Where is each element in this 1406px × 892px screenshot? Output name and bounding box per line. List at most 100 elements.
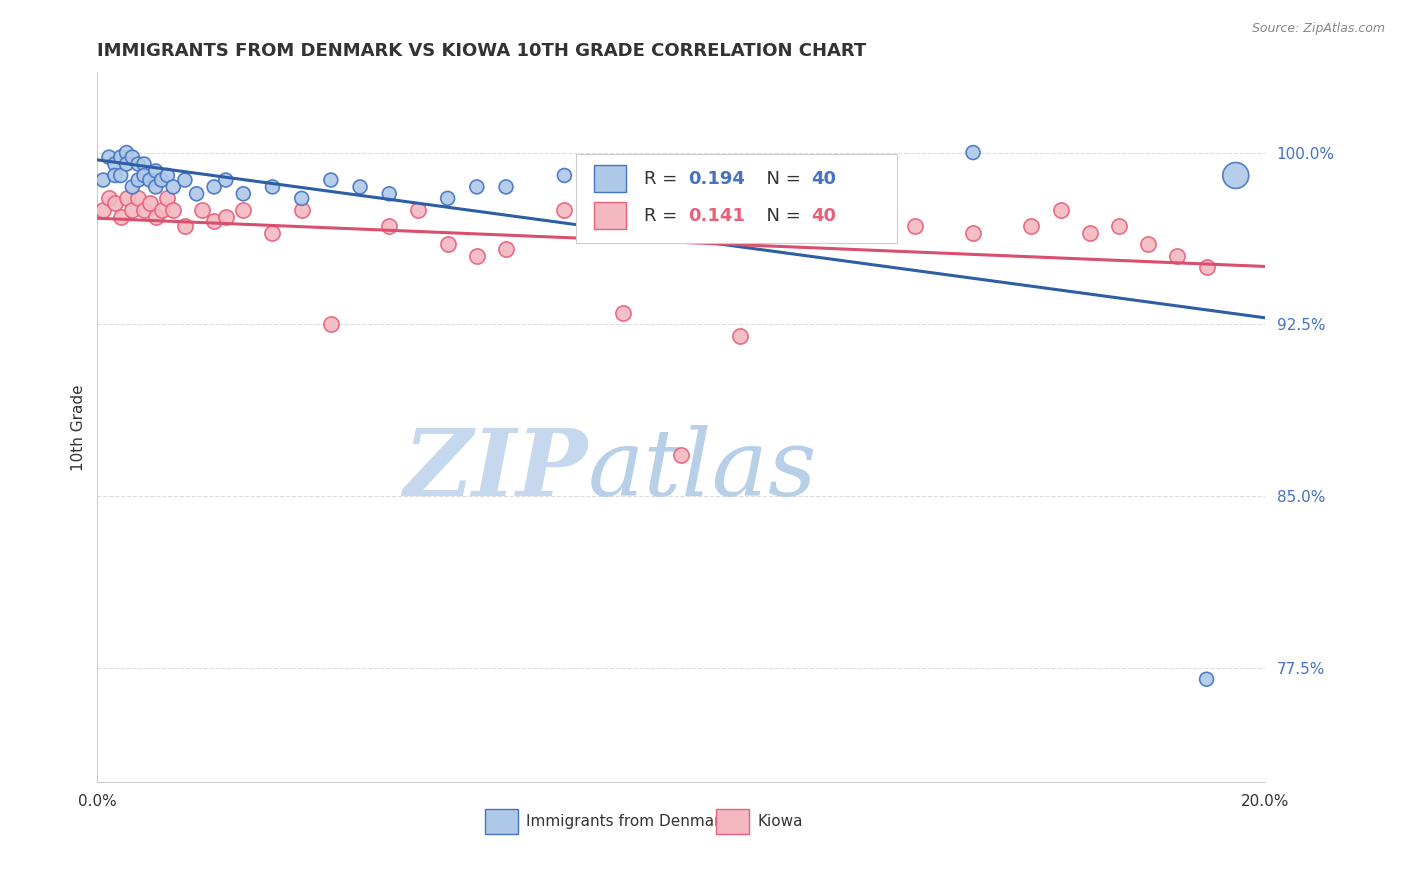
Point xyxy=(215,210,238,224)
Point xyxy=(132,169,155,183)
Point xyxy=(436,237,458,252)
Point xyxy=(110,210,132,224)
Text: 40: 40 xyxy=(811,207,835,225)
Point xyxy=(121,180,143,194)
Text: ZIP: ZIP xyxy=(404,425,588,515)
Point xyxy=(139,196,162,211)
Point xyxy=(115,191,138,205)
Point xyxy=(98,191,121,205)
Point xyxy=(121,202,143,217)
Point xyxy=(145,180,167,194)
Point xyxy=(262,226,284,240)
Point xyxy=(378,219,401,233)
Point xyxy=(758,173,780,187)
Point xyxy=(553,169,575,183)
Point xyxy=(319,173,342,187)
Point xyxy=(104,169,127,183)
Point xyxy=(349,180,371,194)
Text: 40: 40 xyxy=(811,169,835,188)
Text: 0.194: 0.194 xyxy=(688,169,745,188)
Point xyxy=(262,180,284,194)
Text: IMMIGRANTS FROM DENMARK VS KIOWA 10TH GRADE CORRELATION CHART: IMMIGRANTS FROM DENMARK VS KIOWA 10TH GR… xyxy=(97,42,866,60)
Point xyxy=(162,202,184,217)
Point xyxy=(291,202,314,217)
Point xyxy=(110,150,132,164)
Point xyxy=(728,328,751,343)
Point xyxy=(104,196,127,211)
Point xyxy=(127,173,149,187)
Point xyxy=(1225,169,1247,183)
Point xyxy=(150,202,173,217)
Text: R =: R = xyxy=(644,207,683,225)
Text: 0.141: 0.141 xyxy=(688,207,745,225)
Point xyxy=(669,448,692,462)
Point xyxy=(232,202,254,217)
Text: Source: ZipAtlas.com: Source: ZipAtlas.com xyxy=(1251,22,1385,36)
Point xyxy=(465,180,488,194)
Point xyxy=(962,145,984,160)
Point xyxy=(1108,219,1130,233)
Point xyxy=(104,157,127,171)
Point xyxy=(145,164,167,178)
Point xyxy=(612,180,634,194)
Point xyxy=(132,202,155,217)
Text: Immigrants from Denmark: Immigrants from Denmark xyxy=(526,814,730,829)
Point xyxy=(174,219,197,233)
Text: Kiowa: Kiowa xyxy=(756,814,803,829)
Text: R =: R = xyxy=(644,169,683,188)
Bar xyxy=(485,808,517,834)
FancyBboxPatch shape xyxy=(576,154,897,243)
Point xyxy=(121,150,143,164)
Point xyxy=(98,150,121,164)
Point xyxy=(232,186,254,201)
Y-axis label: 10th Grade: 10th Grade xyxy=(72,384,86,471)
Point xyxy=(612,306,634,320)
Point xyxy=(127,157,149,171)
Point xyxy=(319,318,342,332)
Point xyxy=(139,173,162,187)
Text: N =: N = xyxy=(755,169,806,188)
Point xyxy=(1049,202,1071,217)
Point xyxy=(174,173,197,187)
Point xyxy=(962,226,984,240)
Point xyxy=(495,180,517,194)
Point xyxy=(465,249,488,263)
Point xyxy=(202,180,225,194)
Point xyxy=(110,169,132,183)
Bar xyxy=(593,202,626,229)
Point xyxy=(202,214,225,228)
Point xyxy=(162,180,184,194)
Bar xyxy=(593,165,626,193)
Point xyxy=(156,191,179,205)
Point xyxy=(127,191,149,205)
Point xyxy=(156,169,179,183)
Point xyxy=(436,191,458,205)
Point xyxy=(553,202,575,217)
Point xyxy=(669,173,692,187)
Point xyxy=(1195,260,1218,274)
Text: N =: N = xyxy=(755,207,806,225)
Point xyxy=(495,242,517,256)
Point xyxy=(150,173,173,187)
Point xyxy=(1166,249,1188,263)
Point xyxy=(115,157,138,171)
Point xyxy=(787,202,810,217)
Point xyxy=(904,219,927,233)
Point xyxy=(1021,219,1043,233)
Point xyxy=(1137,237,1160,252)
Point xyxy=(91,173,114,187)
Text: atlas: atlas xyxy=(588,425,817,515)
Point xyxy=(215,173,238,187)
Point xyxy=(186,186,208,201)
Point xyxy=(1078,226,1101,240)
Point xyxy=(378,186,401,201)
Point xyxy=(408,202,430,217)
Point xyxy=(91,202,114,217)
Point xyxy=(115,145,138,160)
Bar xyxy=(716,808,749,834)
Point xyxy=(191,202,214,217)
Point xyxy=(291,191,314,205)
Point xyxy=(145,210,167,224)
Point xyxy=(132,157,155,171)
Point xyxy=(1195,672,1218,686)
